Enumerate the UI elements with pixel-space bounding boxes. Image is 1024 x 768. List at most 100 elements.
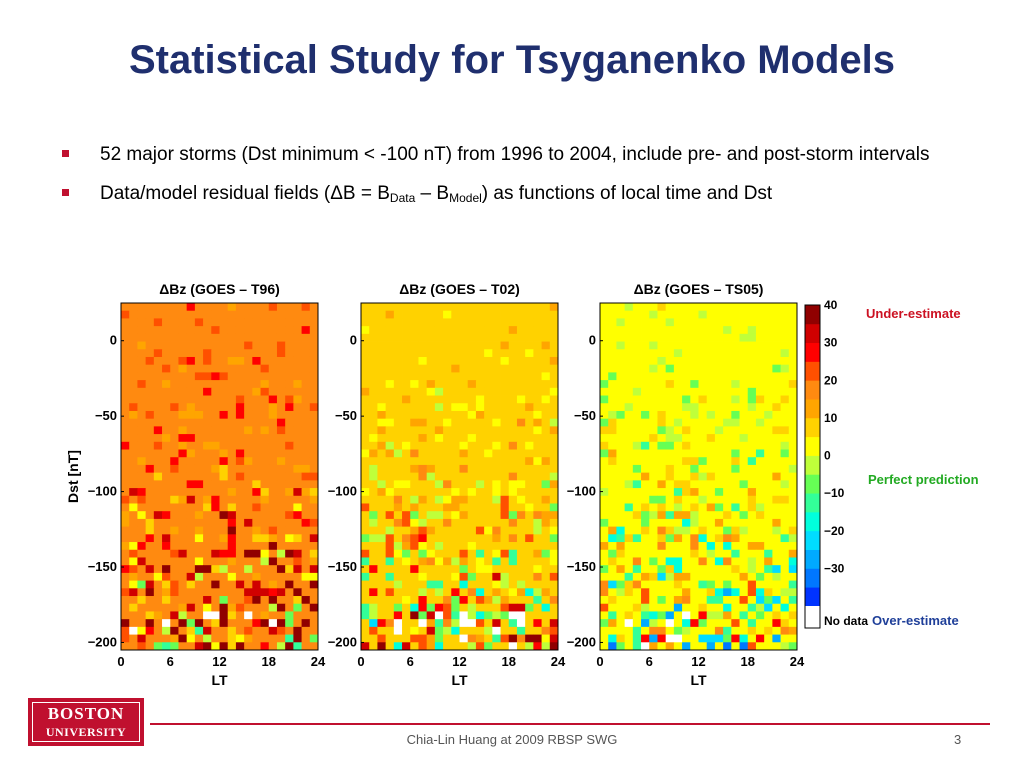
heatmap-cell bbox=[361, 588, 370, 597]
heatmap-cell bbox=[418, 542, 428, 551]
heatmap-cell bbox=[484, 503, 493, 512]
heatmap-cell bbox=[747, 441, 757, 450]
heatmap-cell bbox=[369, 480, 378, 489]
heatmap-cell bbox=[178, 603, 188, 612]
heatmap-cell bbox=[772, 472, 781, 481]
x-axis-label: LT bbox=[451, 672, 468, 688]
heatmap-cell bbox=[227, 457, 237, 466]
heatmap-cell bbox=[129, 449, 138, 458]
heatmap-cell bbox=[377, 441, 387, 450]
heatmap-cell bbox=[451, 626, 460, 635]
heatmap-cell bbox=[137, 364, 147, 373]
heatmap-cell bbox=[714, 580, 724, 589]
heatmap-cell bbox=[788, 472, 798, 481]
heatmap-cell bbox=[301, 449, 311, 458]
heatmap-cell bbox=[309, 318, 319, 327]
heatmap-cell bbox=[541, 457, 551, 466]
heatmap-cell bbox=[137, 426, 147, 435]
heatmap-cell bbox=[747, 518, 757, 528]
heatmap-cell bbox=[549, 534, 559, 543]
heatmap-cell bbox=[467, 480, 477, 489]
heatmap-cell bbox=[426, 387, 436, 396]
heatmap-cell bbox=[211, 380, 220, 389]
heatmap-cell bbox=[418, 511, 428, 520]
heatmap-cell bbox=[252, 395, 261, 404]
heatmap-cell bbox=[434, 542, 444, 551]
heatmap-cell bbox=[301, 503, 311, 512]
heatmap-cell bbox=[739, 480, 749, 489]
x-tick-label: 24 bbox=[790, 654, 805, 669]
heatmap-cell bbox=[186, 603, 196, 612]
heatmap-cell bbox=[673, 549, 683, 558]
heatmap-cell bbox=[632, 395, 642, 404]
heatmap-cell bbox=[219, 387, 229, 396]
heatmap-cell bbox=[137, 534, 147, 543]
bullet-text-post: ) as functions of local time and Dst bbox=[481, 183, 773, 204]
heatmap-cell bbox=[162, 364, 171, 373]
heatmap-cell bbox=[186, 588, 196, 597]
heatmap-cell bbox=[739, 596, 749, 605]
heatmap-cell bbox=[129, 511, 138, 520]
heatmap-cell bbox=[129, 495, 138, 504]
heatmap-cell bbox=[402, 464, 411, 474]
heatmap-cell bbox=[235, 403, 245, 412]
heatmap-cell bbox=[301, 372, 311, 381]
heatmap-cell bbox=[203, 372, 212, 381]
heatmap-cell bbox=[467, 364, 477, 373]
heatmap-cell bbox=[467, 395, 477, 404]
heatmap-cell bbox=[377, 534, 387, 543]
heatmap-cell bbox=[309, 557, 319, 566]
heatmap-cell bbox=[616, 464, 626, 474]
heatmap-cell bbox=[137, 542, 147, 551]
heatmap-cell bbox=[657, 341, 667, 350]
heatmap-cell bbox=[235, 356, 245, 366]
heatmap-cell bbox=[418, 526, 428, 535]
heatmap-cell bbox=[203, 565, 212, 574]
heatmap-cell bbox=[764, 372, 773, 381]
heatmap-cell bbox=[714, 603, 724, 612]
heatmap-cell bbox=[451, 333, 460, 342]
heatmap-cell bbox=[649, 356, 658, 366]
heatmap-cell bbox=[129, 341, 138, 350]
heatmap-cell bbox=[690, 426, 699, 435]
heatmap-cell bbox=[235, 380, 245, 389]
heatmap-cell bbox=[788, 426, 798, 435]
heatmap-cell bbox=[459, 495, 469, 504]
heatmap-cell bbox=[525, 472, 534, 481]
heatmap-cell bbox=[764, 464, 773, 474]
heatmap-cell bbox=[252, 341, 261, 350]
heatmap-cell bbox=[731, 326, 740, 335]
heatmap-cell bbox=[516, 318, 526, 327]
heatmap-cell bbox=[369, 495, 378, 504]
heatmap-cell bbox=[170, 626, 179, 635]
heatmap-cell bbox=[426, 410, 436, 420]
heatmap-cell bbox=[219, 449, 229, 458]
heatmap-cell bbox=[665, 457, 675, 466]
heatmap-cell bbox=[393, 642, 403, 651]
heatmap-cell bbox=[219, 403, 229, 412]
heatmap-cell bbox=[194, 310, 204, 319]
heatmap-cell bbox=[170, 518, 179, 528]
heatmap-cell bbox=[772, 557, 781, 566]
heatmap-cell bbox=[780, 565, 790, 574]
heatmap-cell bbox=[443, 611, 452, 620]
heatmap-cell bbox=[608, 418, 617, 427]
heatmap-cell bbox=[516, 434, 526, 443]
heatmap-cell bbox=[121, 534, 130, 543]
heatmap-cell bbox=[706, 333, 716, 342]
heatmap-cell bbox=[426, 349, 436, 358]
heatmap-cell bbox=[690, 318, 699, 327]
heatmap-cell bbox=[410, 387, 419, 396]
heatmap-cell bbox=[533, 441, 542, 450]
panel-frame bbox=[360, 302, 559, 651]
heatmap-cell bbox=[170, 565, 179, 574]
heatmap-cell bbox=[600, 341, 609, 350]
heatmap-cell bbox=[402, 434, 411, 443]
heatmap-cell bbox=[211, 403, 220, 412]
heatmap-cell bbox=[747, 634, 757, 643]
heatmap-cell bbox=[525, 356, 534, 366]
heatmap-cell bbox=[467, 619, 477, 628]
heatmap-cell bbox=[641, 434, 650, 443]
heatmap-cell bbox=[410, 526, 419, 535]
heatmap-cell bbox=[690, 464, 699, 474]
